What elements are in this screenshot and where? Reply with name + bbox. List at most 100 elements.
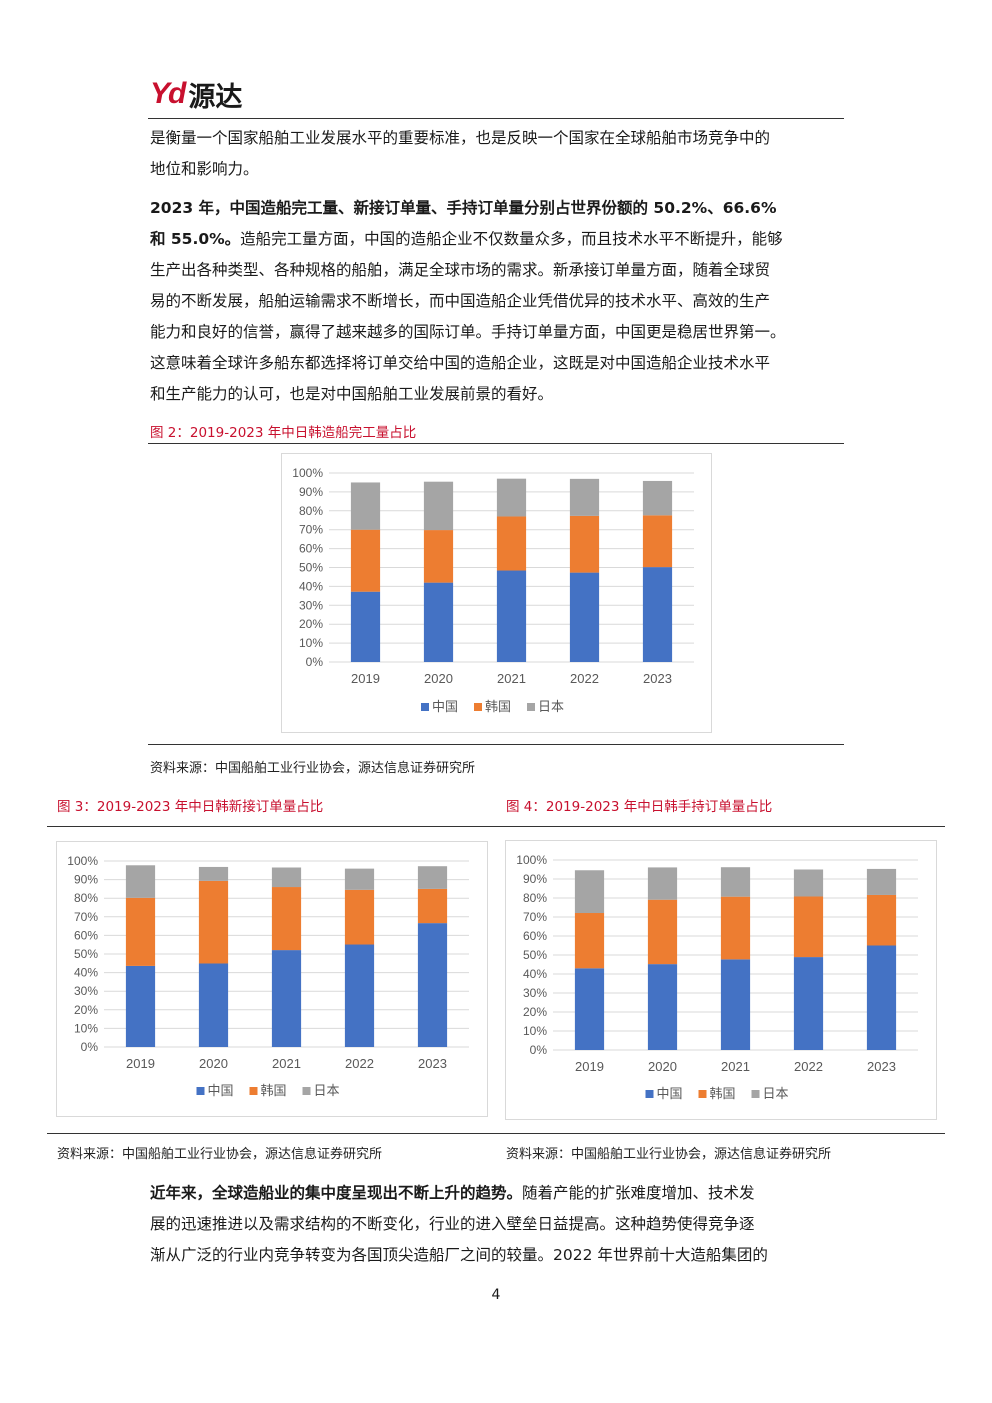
concentration-line: 随着产能的扩张难度增加、技术发 — [522, 1184, 755, 1202]
share-highlight-line1: 2023 年，中国造船完工量、新接订单量、手持订单量分别占世界份额的 50.2%… — [150, 199, 777, 217]
y-tick-label: 80% — [523, 891, 547, 905]
bar-segment — [647, 964, 678, 1050]
bar-segment — [793, 896, 824, 958]
y-tick-label: 60% — [74, 928, 98, 942]
header-divider — [148, 118, 844, 119]
bar-segment — [647, 867, 678, 900]
share-line: 造船完工量方面，中国的造船企业不仅数量众多，而且技术水平不断提升，能够 — [240, 230, 783, 248]
bar-segment — [350, 591, 381, 662]
figure-3-source: 资料来源：中国船舶工业行业协会，源达信息证券研究所 — [57, 1147, 383, 1162]
bar-segment — [271, 950, 302, 1047]
legend-label: 日本 — [538, 700, 564, 715]
intro-line: 地位和影响力。 — [150, 160, 259, 178]
bar-segment — [496, 478, 527, 517]
x-tick-label: 2020 — [424, 671, 453, 686]
intro-paragraph: 是衡量一个国家船舶工业发展水平的重要标准，也是反映一个国家在全球船舶市场竞争中的… — [150, 123, 844, 185]
y-tick-label: 60% — [299, 542, 323, 556]
bar-segment — [423, 530, 454, 583]
x-tick-label: 2019 — [575, 1059, 604, 1074]
share-line: 生产出各种类型、各种规格的船舶，满足全球市场的需求。新承接订单量方面，随着全球贸 — [150, 261, 771, 279]
x-tick-label: 2020 — [648, 1059, 677, 1074]
figure-2-bottom-rule — [148, 744, 844, 745]
bar-segment — [866, 894, 897, 946]
company-logo: Yd 源达 — [150, 77, 242, 113]
share-line: 能力和良好的信誉，赢得了越来越多的国际订单。手持订单量方面，中国更是稳居世界第一… — [150, 323, 786, 341]
x-tick-label: 2023 — [418, 1056, 447, 1071]
bar-segment — [574, 913, 605, 969]
bar-segment — [720, 867, 751, 897]
y-tick-label: 50% — [523, 948, 547, 962]
y-tick-label: 40% — [74, 966, 98, 980]
x-tick-label: 2022 — [345, 1056, 374, 1071]
y-tick-label: 40% — [299, 579, 323, 593]
bar-segment — [720, 959, 751, 1050]
bar-segment — [350, 482, 381, 530]
bar-segment — [793, 957, 824, 1050]
legend-swatch — [698, 1090, 707, 1098]
y-tick-label: 90% — [74, 873, 98, 887]
legend-swatch — [751, 1090, 760, 1098]
figure-3-title: 图 3：2019-2023 年中日韩新接订单量占比 — [57, 799, 324, 815]
bar-segment — [574, 968, 605, 1050]
legend-label: 韩国 — [485, 700, 511, 715]
x-tick-label: 2019 — [351, 671, 380, 686]
bar-segment — [344, 944, 375, 1047]
y-tick-label: 10% — [523, 1024, 547, 1038]
y-tick-label: 10% — [74, 1021, 98, 1035]
share-line: 易的不断发展，船舶运输需求不断增长，而中国造船企业凭借优异的技术水平、高效的生产 — [150, 292, 771, 310]
y-tick-label: 30% — [523, 986, 547, 1000]
bar-segment — [344, 868, 375, 890]
bar-segment — [866, 868, 897, 895]
y-tick-label: 20% — [523, 1005, 547, 1019]
bar-segment — [642, 515, 673, 568]
bar-segment — [642, 567, 673, 662]
bar-segment — [417, 923, 448, 1047]
figure-2-title: 图 2：2019-2023 年中日韩造船完工量占比 — [150, 425, 417, 441]
legend-label: 中国 — [657, 1087, 683, 1102]
bar-segment — [569, 572, 600, 662]
x-tick-label: 2022 — [794, 1059, 823, 1074]
x-tick-label: 2022 — [570, 671, 599, 686]
y-tick-label: 20% — [74, 1003, 98, 1017]
legend-swatch — [474, 703, 482, 711]
y-tick-label: 50% — [74, 947, 98, 961]
concentration-line: 展的迅速推进以及需求结构的不断变化，行业的进入壁垒日益提高。这种趋势使得竞争逐 — [150, 1215, 755, 1233]
y-tick-label: 10% — [299, 636, 323, 650]
figures-3-4-bottom-rule — [47, 1133, 945, 1134]
bar-segment — [417, 866, 448, 889]
bar-segment — [271, 887, 302, 951]
x-tick-label: 2021 — [497, 671, 526, 686]
y-tick-label: 80% — [299, 504, 323, 518]
bar-segment — [198, 963, 229, 1047]
figure-2-source: 资料来源：中国船舶工业行业协会，源达信息证券研究所 — [150, 761, 476, 776]
figure-2-top-rule — [148, 443, 844, 444]
y-tick-label: 100% — [67, 854, 98, 868]
y-tick-label: 90% — [523, 872, 547, 886]
concentration-highlight: 近年来，全球造船业的集中度呈现出不断上升的趋势。 — [150, 1184, 523, 1202]
y-tick-label: 0% — [306, 655, 324, 669]
bar-segment — [496, 570, 527, 662]
legend-swatch — [527, 703, 535, 711]
concentration-paragraph: 近年来，全球造船业的集中度呈现出不断上升的趋势。随着产能的扩张难度增加、技术发 … — [150, 1178, 844, 1271]
y-tick-label: 90% — [299, 485, 323, 499]
bar-segment — [344, 889, 375, 945]
x-tick-label: 2021 — [272, 1056, 301, 1071]
bar-segment — [417, 888, 448, 924]
bar-segment — [574, 870, 605, 914]
y-tick-label: 100% — [516, 853, 547, 867]
bar-segment — [642, 480, 673, 516]
y-tick-label: 40% — [523, 967, 547, 981]
bar-segment — [198, 866, 229, 881]
legend-label: 韩国 — [710, 1087, 736, 1102]
share-line: 和生产能力的认可，也是对中国船舶工业发展前景的看好。 — [150, 385, 554, 403]
x-tick-label: 2020 — [199, 1056, 228, 1071]
y-tick-label: 80% — [74, 891, 98, 905]
x-tick-label: 2019 — [126, 1056, 155, 1071]
y-tick-label: 70% — [299, 523, 323, 537]
y-tick-label: 100% — [292, 466, 323, 480]
y-tick-label: 0% — [81, 1040, 99, 1054]
legend-swatch — [645, 1090, 654, 1098]
chart-completion-share: 0% 10% 20% 30% 40% 50% 60% 70% 80% 90% 100% 2019 202… — [281, 453, 712, 733]
logo-mark: Yd — [150, 77, 186, 110]
bar-segment — [271, 867, 302, 888]
